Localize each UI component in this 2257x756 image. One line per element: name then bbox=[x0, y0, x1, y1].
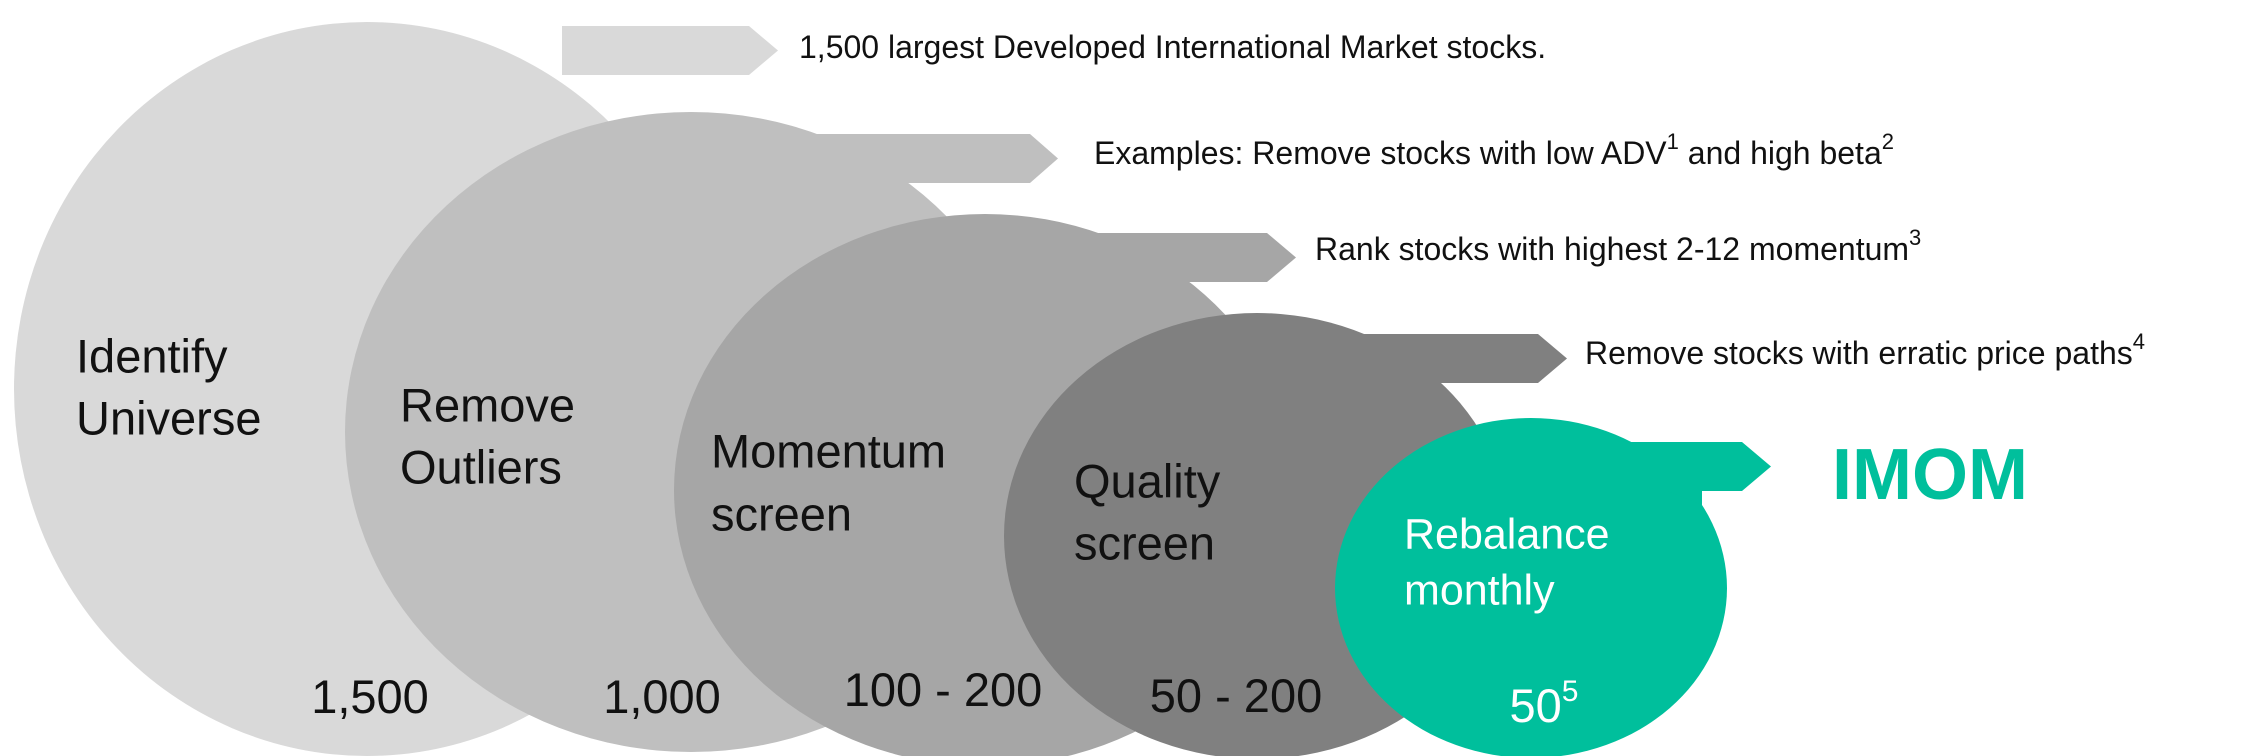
stage-label: Momentum bbox=[711, 424, 946, 477]
count-text: 50 bbox=[1510, 679, 1562, 732]
description-text: Rank stocks with highest 2-12 momentum bbox=[1315, 231, 1909, 267]
footnote-mark: 5 bbox=[1562, 675, 1579, 708]
stage-count: 100 - 200 bbox=[844, 663, 1043, 716]
count-text: 1,500 bbox=[311, 670, 429, 723]
stage-label: Remove bbox=[400, 378, 575, 431]
stage-arrow bbox=[1560, 442, 1771, 505]
footnote-mark: 1 bbox=[1667, 129, 1679, 154]
stage-count: 50 - 200 bbox=[1150, 669, 1322, 722]
stage-label: Quality bbox=[1074, 454, 1221, 507]
stage-description: Rank stocks with highest 2-12 momentum3 bbox=[1315, 225, 1921, 267]
footnote-mark: 3 bbox=[1909, 225, 1921, 250]
stage-label: screen bbox=[1074, 516, 1215, 569]
stage-arrow bbox=[562, 26, 778, 75]
stage-description: Remove stocks with erratic price paths4 bbox=[1585, 329, 2145, 371]
fund-name: IMOM bbox=[1832, 435, 2028, 515]
stage-label: Rebalance bbox=[1404, 510, 1610, 558]
stage-count: 1,000 bbox=[603, 670, 721, 723]
stage-label: Identify bbox=[76, 329, 228, 382]
stage-label: Outliers bbox=[400, 440, 562, 493]
stage-count: 505 bbox=[1510, 675, 1579, 732]
stage-description: Examples: Remove stocks with low ADV1 an… bbox=[1094, 129, 1894, 171]
footnote-mark: 4 bbox=[2133, 329, 2145, 354]
stage-arrow bbox=[1300, 334, 1567, 383]
stage-arrow bbox=[806, 134, 1058, 183]
stage-description: 1,500 largest Developed International Ma… bbox=[799, 29, 1546, 65]
count-text: 50 - 200 bbox=[1150, 669, 1322, 722]
description-text: Remove stocks with erratic price paths bbox=[1585, 335, 2133, 371]
stage-label: Universe bbox=[76, 391, 261, 444]
stage-label: screen bbox=[711, 487, 852, 540]
stage-label: monthly bbox=[1404, 566, 1555, 614]
count-text: 1,000 bbox=[603, 670, 721, 723]
stage-ellipse bbox=[1335, 418, 1727, 756]
description-text: Examples: Remove stocks with low ADV bbox=[1094, 135, 1667, 171]
description-text: and high beta bbox=[1679, 135, 1882, 171]
stage-count: 1,500 bbox=[311, 670, 429, 723]
footnote-mark: 2 bbox=[1882, 129, 1894, 154]
count-text: 100 - 200 bbox=[844, 663, 1043, 716]
description-text: 1,500 largest Developed International Ma… bbox=[799, 29, 1546, 65]
description-text: IMOM bbox=[1832, 435, 2028, 515]
stage-arrow bbox=[1000, 233, 1296, 282]
